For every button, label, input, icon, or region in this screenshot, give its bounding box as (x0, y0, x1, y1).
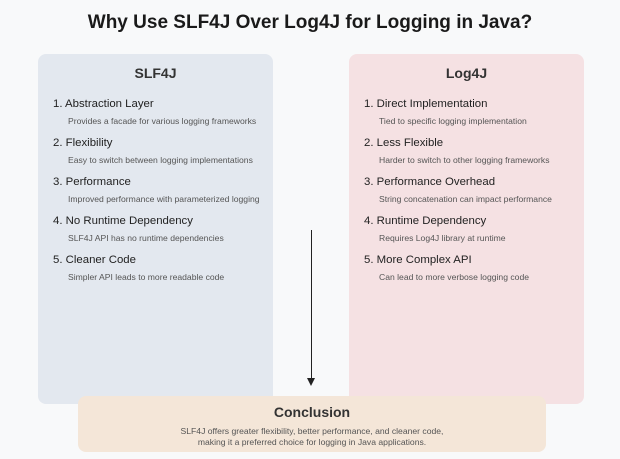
item-heading: 1. Abstraction Layer (53, 98, 154, 110)
item-description: SLF4J API has no runtime dependencies (68, 233, 224, 243)
item-description: Tied to specific logging implementation (379, 116, 527, 126)
item-heading: 2. Flexibility (53, 137, 113, 149)
conclusion-title: Conclusion (273, 404, 351, 420)
conclusion-text: SLF4J offers greater flexibility, better… (78, 426, 546, 448)
slf4j-panel-title: SLF4J (134, 65, 177, 81)
item-description: Harder to switch to other logging framew… (379, 155, 550, 165)
log4j-item: 4. Runtime Dependency Requires Log4J lib… (364, 215, 580, 254)
item-heading: 4. Runtime Dependency (364, 215, 487, 227)
item-heading: 5. Cleaner Code (53, 254, 136, 266)
item-description: Simpler API leads to more readable code (68, 272, 225, 282)
log4j-item: 1. Direct Implementation Tied to specifi… (364, 98, 580, 137)
item-description: Requires Log4J library at runtime (379, 233, 506, 243)
conclusion-line: making it a preferred choice for logging… (197, 437, 427, 447)
item-description: Provides a facade for various logging fr… (68, 116, 257, 126)
item-description: String concatenation can impact performa… (379, 194, 552, 204)
log4j-panel: Log4J 1. Direct Implementation Tied to s… (349, 54, 584, 404)
slf4j-item: 2. Flexibility Easy to switch between lo… (53, 137, 269, 176)
item-heading: 3. Performance (53, 176, 131, 188)
log4j-items: 1. Direct Implementation Tied to specifi… (364, 98, 580, 293)
arrow-down-icon (307, 378, 315, 386)
log4j-item: 3. Performance Overhead String concatena… (364, 176, 580, 215)
item-heading: 5. More Complex API (364, 254, 472, 266)
item-heading: 3. Performance Overhead (364, 176, 496, 188)
slf4j-item: 1. Abstraction Layer Provides a facade f… (53, 98, 269, 137)
conclusion-box: Conclusion SLF4J offers greater flexibil… (78, 396, 546, 452)
log4j-item: 5. More Complex API Can lead to more ver… (364, 254, 580, 293)
item-heading: 1. Direct Implementation (364, 98, 488, 110)
slf4j-item: 3. Performance Improved performance with… (53, 176, 269, 215)
log4j-item: 2. Less Flexible Harder to switch to oth… (364, 137, 580, 176)
item-description: Can lead to more verbose logging code (379, 272, 530, 282)
diagram-title: Why Use SLF4J Over Log4J for Logging in … (87, 12, 533, 33)
item-description: Easy to switch between logging implement… (68, 155, 253, 165)
slf4j-panel: SLF4J 1. Abstraction Layer Provides a fa… (38, 54, 273, 404)
slf4j-items: 1. Abstraction Layer Provides a facade f… (53, 98, 269, 293)
item-description: Improved performance with parameterized … (68, 194, 260, 204)
slf4j-item: 5. Cleaner Code Simpler API leads to mor… (53, 254, 269, 293)
log4j-panel-title: Log4J (445, 65, 488, 81)
item-heading: 2. Less Flexible (364, 137, 444, 149)
item-heading: 4. No Runtime Dependency (53, 215, 193, 227)
arrow-connector (311, 230, 313, 378)
slf4j-item: 4. No Runtime Dependency SLF4J API has n… (53, 215, 269, 254)
conclusion-line: SLF4J offers greater flexibility, better… (180, 426, 444, 436)
